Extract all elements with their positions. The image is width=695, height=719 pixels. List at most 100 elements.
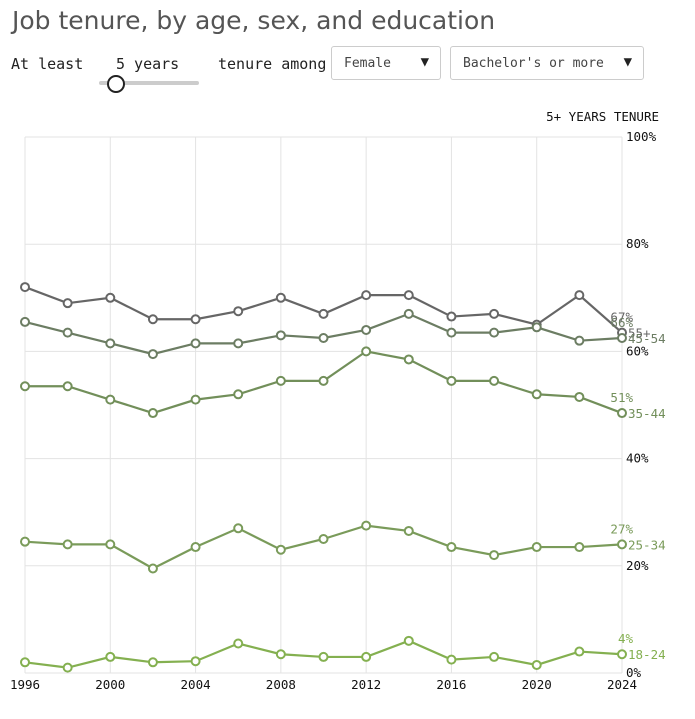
data-point xyxy=(531,659,542,670)
data-point xyxy=(62,327,73,338)
tenure-slider-handle[interactable] xyxy=(107,75,125,93)
data-point xyxy=(62,662,73,673)
data-point xyxy=(403,290,414,301)
data-point xyxy=(361,346,372,357)
data-point xyxy=(361,520,372,531)
data-point xyxy=(531,322,542,333)
data-point xyxy=(20,316,30,327)
data-point xyxy=(318,375,329,386)
data-point xyxy=(574,335,585,346)
data-point xyxy=(275,375,286,386)
data-point xyxy=(318,308,329,319)
series-end-value-label: 66% xyxy=(610,315,633,330)
data-point xyxy=(105,651,116,662)
chart-title: Job tenure, by age, sex, and education xyxy=(12,6,496,35)
data-point xyxy=(20,657,30,668)
series-label: 18-24 xyxy=(628,647,666,662)
data-point xyxy=(233,338,244,349)
y-axis-title: 5+ YEARS TENURE xyxy=(546,109,659,124)
data-point xyxy=(617,408,627,419)
x-tick-label: 2020 xyxy=(522,677,552,692)
data-point xyxy=(403,525,414,536)
series-end-value-label: 4% xyxy=(618,631,634,646)
data-point xyxy=(531,542,542,553)
data-point xyxy=(147,563,158,574)
data-point xyxy=(20,282,30,293)
y-tick-label: 80% xyxy=(626,236,649,251)
tenure-slider-track[interactable] xyxy=(99,81,199,85)
data-point xyxy=(446,375,457,386)
data-point xyxy=(489,308,500,319)
data-point xyxy=(318,333,329,343)
filter-controls: At least 5 years tenure among Female ▼ B… xyxy=(0,46,695,96)
data-point xyxy=(617,539,627,550)
data-point xyxy=(446,327,457,338)
data-point xyxy=(233,306,244,317)
y-tick-label: 40% xyxy=(626,451,649,466)
sex-select-arrow-icon: ▼ xyxy=(420,54,429,70)
x-tick-label: 1996 xyxy=(10,677,40,692)
x-tick-label: 2016 xyxy=(436,677,466,692)
data-point xyxy=(403,635,414,646)
data-point xyxy=(147,314,158,325)
data-point xyxy=(275,544,286,555)
data-point xyxy=(147,408,158,419)
data-point xyxy=(574,391,585,402)
series-label: 45-54 xyxy=(628,331,666,346)
series-end-value-label: 27% xyxy=(610,521,633,536)
x-tick-label: 2000 xyxy=(95,677,125,692)
series-label: 25-34 xyxy=(628,537,666,552)
controls-prefix-text: At least xyxy=(11,55,84,73)
x-tick-label: 2008 xyxy=(266,677,296,692)
sex-select-value: Female xyxy=(344,56,391,71)
education-select[interactable]: Bachelor's or more ▼ xyxy=(450,46,644,80)
data-point xyxy=(489,327,500,338)
data-point xyxy=(574,542,585,553)
data-point xyxy=(403,354,414,365)
data-point xyxy=(361,290,372,301)
data-point xyxy=(403,308,414,319)
data-point xyxy=(489,651,500,662)
data-point xyxy=(233,638,244,649)
data-point xyxy=(147,349,158,360)
data-point xyxy=(105,394,116,405)
education-select-value: Bachelor's or more xyxy=(463,56,604,71)
data-point xyxy=(190,656,201,667)
series-end-value-label: 51% xyxy=(610,390,633,405)
x-tick-label: 2004 xyxy=(181,677,211,692)
data-point xyxy=(62,381,73,392)
data-point xyxy=(190,314,201,325)
controls-middle-text: tenure among xyxy=(218,55,327,73)
data-point xyxy=(446,311,457,322)
data-point xyxy=(233,389,244,400)
education-select-arrow-icon: ▼ xyxy=(623,54,632,70)
series-end-value-label: 67% xyxy=(610,310,633,325)
data-point xyxy=(275,649,286,660)
data-point xyxy=(574,290,585,301)
data-point xyxy=(190,338,201,349)
series-label: 35-44 xyxy=(628,406,666,421)
series-label: 55+ xyxy=(628,326,651,341)
data-point xyxy=(62,298,73,309)
y-tick-label: 60% xyxy=(626,343,649,358)
data-point xyxy=(489,375,500,386)
data-point xyxy=(275,330,286,341)
x-tick-label: 2024 xyxy=(607,677,637,692)
data-point xyxy=(20,536,30,547)
data-point xyxy=(20,381,30,392)
data-point xyxy=(361,324,372,335)
y-tick-label: 0% xyxy=(626,665,642,680)
data-point xyxy=(531,389,542,400)
data-point xyxy=(574,646,585,657)
data-point xyxy=(275,292,286,303)
x-tick-label: 2012 xyxy=(351,677,381,692)
data-point xyxy=(489,550,500,561)
data-point xyxy=(147,657,158,668)
data-point xyxy=(361,651,372,662)
sex-select[interactable]: Female ▼ xyxy=(331,46,441,80)
data-point xyxy=(105,539,116,550)
data-point xyxy=(446,542,457,553)
data-point xyxy=(446,654,457,665)
y-tick-label: 100% xyxy=(626,129,657,144)
data-point xyxy=(617,333,627,343)
